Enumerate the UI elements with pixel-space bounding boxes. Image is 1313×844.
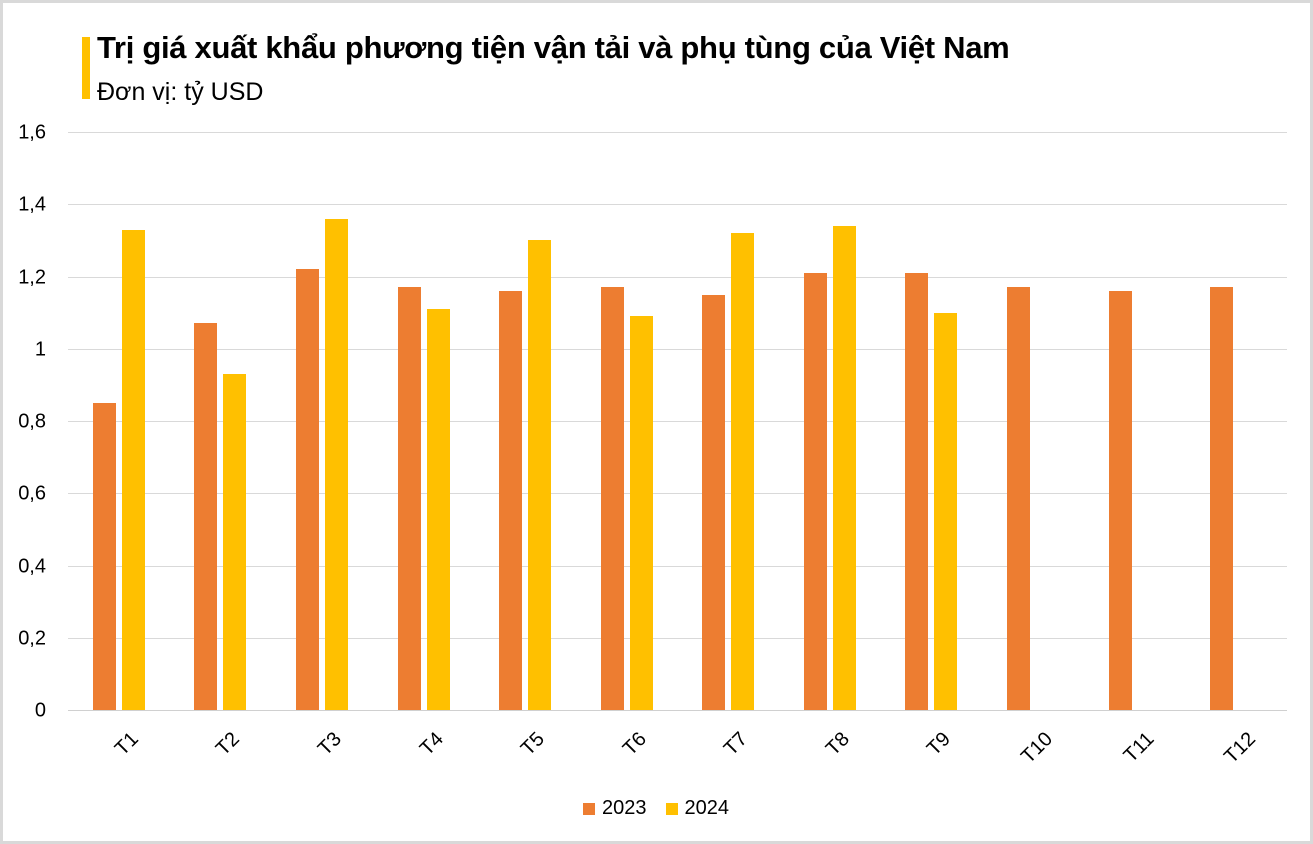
legend-swatch-2024	[665, 802, 678, 815]
y-tick-label: 1	[34, 338, 46, 361]
bar-2023-T1	[93, 403, 116, 710]
bar-2024-T1	[122, 230, 145, 710]
gridline	[68, 493, 1287, 494]
title-accent-bar	[82, 37, 90, 99]
y-tick-label: 0,4	[18, 555, 46, 578]
legend-item-2023: 2023	[583, 797, 647, 820]
gridline	[68, 349, 1287, 350]
x-axis-line	[68, 710, 1287, 711]
bar-2023-T12	[1210, 287, 1233, 710]
chart-title: Trị giá xuất khẩu phương tiện vận tải và…	[97, 30, 1010, 65]
bar-2023-T11	[1109, 291, 1132, 710]
chart-subtitle: Đơn vị: tỷ USD	[97, 78, 264, 106]
y-tick-label: 1,6	[18, 121, 46, 144]
bar-2023-T6	[601, 287, 624, 710]
legend-swatch-2023	[583, 802, 595, 815]
bar-2023-T4	[398, 287, 421, 710]
y-tick-label: 0,6	[18, 482, 46, 505]
bar-2024-T2	[223, 374, 246, 710]
y-tick-label: 0,8	[18, 410, 46, 433]
bar-2024-T4	[427, 309, 450, 710]
legend-label-2024: 2024	[684, 797, 730, 819]
gridline	[68, 566, 1287, 567]
y-tick-label: 1,4	[18, 193, 46, 216]
bar-2023-T10	[1007, 287, 1030, 710]
bar-2024-T8	[833, 226, 856, 710]
bar-2023-T5	[499, 291, 522, 710]
bar-2024-T9	[934, 313, 957, 710]
bar-2024-T6	[630, 316, 653, 710]
bar-2024-T3	[325, 219, 348, 710]
legend-label-2023: 2023	[602, 797, 647, 819]
legend: 2023 2024	[583, 797, 748, 820]
bar-2023-T8	[804, 273, 827, 710]
gridline	[68, 204, 1287, 205]
bar-2023-T9	[905, 273, 928, 710]
bar-2024-T5	[528, 240, 551, 710]
gridline	[68, 277, 1287, 278]
y-tick-label: 1,2	[18, 266, 46, 289]
y-tick-label: 0,2	[18, 627, 46, 650]
legend-item-2024: 2024	[665, 797, 730, 820]
gridline	[68, 638, 1287, 639]
gridline	[68, 421, 1287, 422]
bar-2023-T2	[194, 323, 217, 710]
bar-2023-T7	[702, 295, 725, 710]
bar-2023-T3	[296, 269, 319, 710]
bar-2024-T7	[731, 233, 754, 710]
y-tick-label: 0	[34, 699, 46, 722]
gridline	[68, 132, 1287, 133]
